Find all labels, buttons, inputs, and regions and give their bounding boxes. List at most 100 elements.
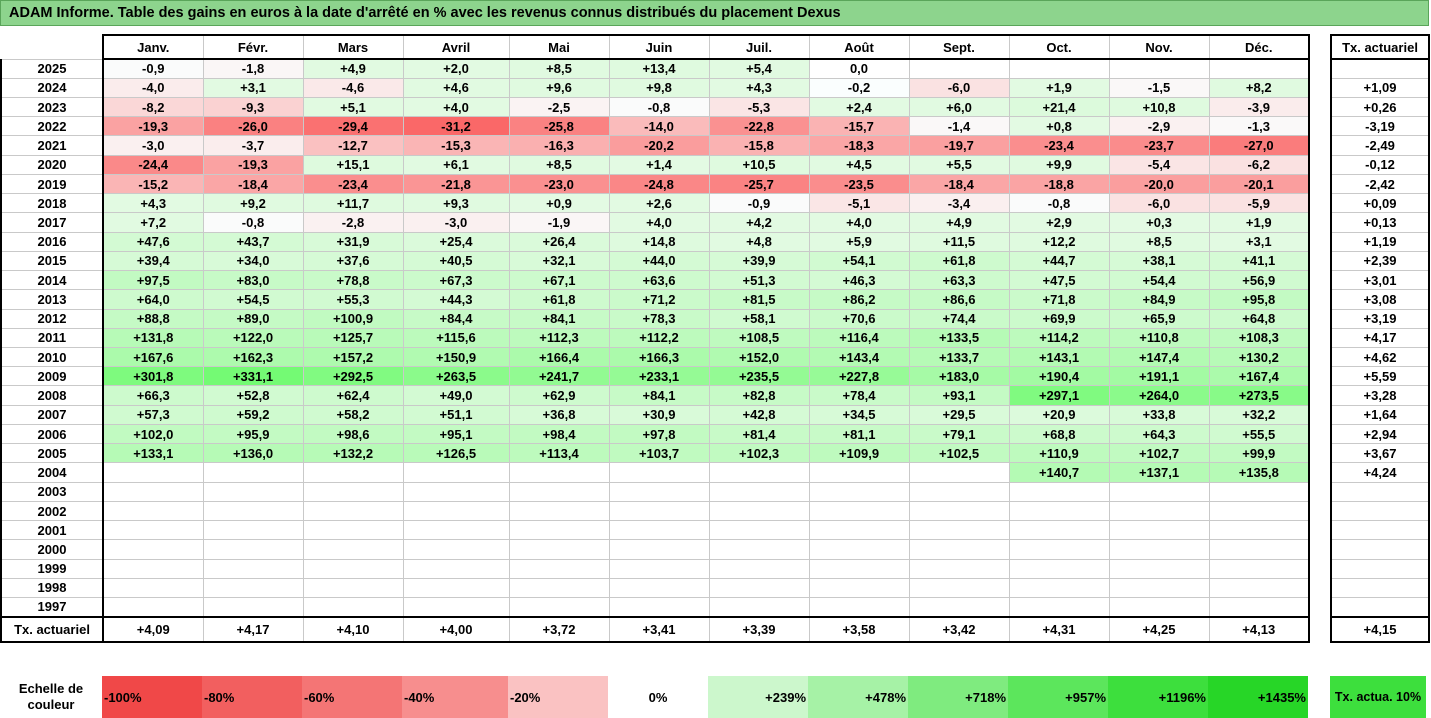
gain-cell bbox=[608, 520, 710, 541]
scale-swatch: -80% bbox=[202, 676, 302, 718]
gain-cell: -12,7 bbox=[302, 135, 404, 156]
gain-cell: -25,8 bbox=[508, 116, 610, 137]
scale-swatch: +1435% bbox=[1208, 676, 1308, 718]
table-row: 2020 -24,4 -19,3 +15,1 +6,1 +8,5 +1,4 +10,5 +4,5… bbox=[0, 154, 1430, 175]
gain-cell: +26,4 bbox=[508, 231, 610, 252]
gain-cell: +4,8 bbox=[708, 231, 810, 252]
gain-cell bbox=[908, 539, 1010, 560]
gain-cell bbox=[102, 481, 204, 502]
gain-cell: +143,4 bbox=[808, 347, 910, 368]
gain-cell bbox=[908, 58, 1010, 79]
row-gap bbox=[1309, 97, 1331, 117]
table-row: 2023 -8,2 -9,3 +5,1 +4,0 -2,5 -0,8 -5,3 +2,4 +6,0… bbox=[0, 96, 1430, 118]
table-row: 2014 +97,5 +83,0 +78,8 +67,3 +67,1 +63,6 +51,3 +… bbox=[0, 270, 1430, 291]
gain-cell bbox=[1008, 558, 1110, 579]
scale-gap bbox=[1308, 676, 1330, 718]
tx-cell: +3,19 bbox=[1330, 308, 1430, 329]
gain-cell bbox=[808, 539, 910, 560]
gain-cell: +4,5 bbox=[808, 154, 910, 175]
scale-swatch: 0% bbox=[608, 676, 708, 718]
scale-swatch: +957% bbox=[1008, 676, 1108, 718]
gain-cell bbox=[708, 597, 810, 618]
row-gap bbox=[1309, 309, 1331, 329]
table-row: 2025 -0,9 -1,8 +4,9 +2,0 +8,5 +13,4 +5,4 0,0 bbox=[0, 58, 1430, 79]
gain-cell bbox=[908, 462, 1010, 483]
gain-cell: +66,3 bbox=[102, 385, 204, 406]
table-row: 2015 +39,4 +34,0 +37,6 +40,5 +32,1 +44,0 +39,9 +… bbox=[0, 250, 1430, 272]
gain-cell: +2,4 bbox=[808, 96, 910, 118]
gain-cell: +81,1 bbox=[808, 423, 910, 445]
gain-cell bbox=[202, 462, 304, 483]
month-header: Mai bbox=[508, 34, 610, 60]
gain-cell: +108,3 bbox=[1208, 327, 1310, 349]
table-row: 2008 +66,3 +52,8 +62,4 +49,0 +62,9 +84,1 +82,8 +… bbox=[0, 385, 1430, 406]
gain-cell: +59,2 bbox=[202, 404, 304, 425]
row-gap bbox=[1309, 520, 1331, 540]
gain-cell bbox=[1008, 597, 1110, 618]
gain-cell: +36,8 bbox=[508, 404, 610, 425]
gain-cell: -27,0 bbox=[1208, 135, 1310, 156]
row-gap bbox=[1309, 193, 1331, 213]
gain-cell: -22,8 bbox=[708, 116, 810, 137]
gain-cell: +2,6 bbox=[608, 193, 710, 214]
gain-cell bbox=[1208, 558, 1310, 579]
row-gap bbox=[1309, 482, 1331, 502]
gain-cell: +95,8 bbox=[1208, 289, 1310, 310]
gain-cell bbox=[1008, 58, 1110, 79]
month-header: Nov. bbox=[1108, 34, 1210, 60]
tx-cell: +4,24 bbox=[1330, 462, 1430, 483]
year-label: 2002 bbox=[0, 500, 104, 522]
gain-cell: +331,1 bbox=[202, 366, 304, 387]
gain-cell: -18,8 bbox=[1008, 173, 1110, 195]
gain-cell bbox=[908, 481, 1010, 502]
gain-cell bbox=[1208, 58, 1310, 79]
month-header: Janv. bbox=[102, 34, 204, 60]
header-row: Janv. Févr. Mars Avril Mai Juin Juil. Août Sept.… bbox=[1, 34, 1430, 60]
gain-cell: +264,0 bbox=[1108, 385, 1210, 406]
gain-cell bbox=[708, 577, 810, 599]
row-gap bbox=[1309, 347, 1331, 367]
gain-cell: +13,4 bbox=[608, 58, 710, 79]
gain-cell: +63,6 bbox=[608, 270, 710, 291]
gain-cell bbox=[1208, 520, 1310, 541]
tx-cell: +1,64 bbox=[1330, 404, 1430, 425]
footer-cell: +3,41 bbox=[608, 615, 710, 643]
gain-cell: -0,9 bbox=[708, 193, 810, 214]
gain-cell: -23,5 bbox=[808, 173, 910, 195]
year-label: 2017 bbox=[0, 212, 104, 233]
gain-cell bbox=[508, 481, 610, 502]
gain-cell bbox=[1008, 481, 1110, 502]
tx-cell: +5,59 bbox=[1330, 366, 1430, 387]
gain-cell bbox=[808, 558, 910, 579]
year-label: 2020 bbox=[0, 154, 104, 175]
year-label: 2019 bbox=[0, 173, 104, 195]
table-row: 2002 bbox=[0, 500, 1430, 522]
tx-cell: +3,28 bbox=[1330, 385, 1430, 406]
gain-cell: +8,5 bbox=[508, 58, 610, 79]
year-label: 1999 bbox=[0, 558, 104, 579]
gain-cell: +110,9 bbox=[1008, 443, 1110, 464]
gain-cell: +89,0 bbox=[202, 308, 304, 329]
scale-swatch: +1196% bbox=[1108, 676, 1208, 718]
gain-cell bbox=[708, 539, 810, 560]
gain-cell: +8,5 bbox=[1108, 231, 1210, 252]
gain-cell: -4,0 bbox=[102, 77, 204, 98]
gain-cell: +11,5 bbox=[908, 231, 1010, 252]
gain-cell: +54,1 bbox=[808, 250, 910, 272]
year-label: 2001 bbox=[0, 520, 104, 541]
gain-cell: +14,8 bbox=[608, 231, 710, 252]
gain-cell: +2,9 bbox=[1008, 212, 1110, 233]
gain-cell: +69,9 bbox=[1008, 308, 1110, 329]
gain-cell bbox=[102, 462, 204, 483]
gain-cell bbox=[908, 597, 1010, 618]
row-gap bbox=[1309, 289, 1331, 310]
gain-cell bbox=[508, 597, 610, 618]
gain-cell: +71,8 bbox=[1008, 289, 1110, 310]
gain-cell bbox=[202, 539, 304, 560]
month-header: Mars bbox=[302, 34, 404, 60]
year-label: 2025 bbox=[0, 58, 104, 79]
gain-cell: +112,3 bbox=[508, 327, 610, 349]
gains-table: Janv. Févr. Mars Avril Mai Juin Juil. Août Sept.… bbox=[0, 34, 1430, 643]
tx-cell: +3,01 bbox=[1330, 270, 1430, 291]
gain-cell: -19,3 bbox=[102, 116, 204, 137]
